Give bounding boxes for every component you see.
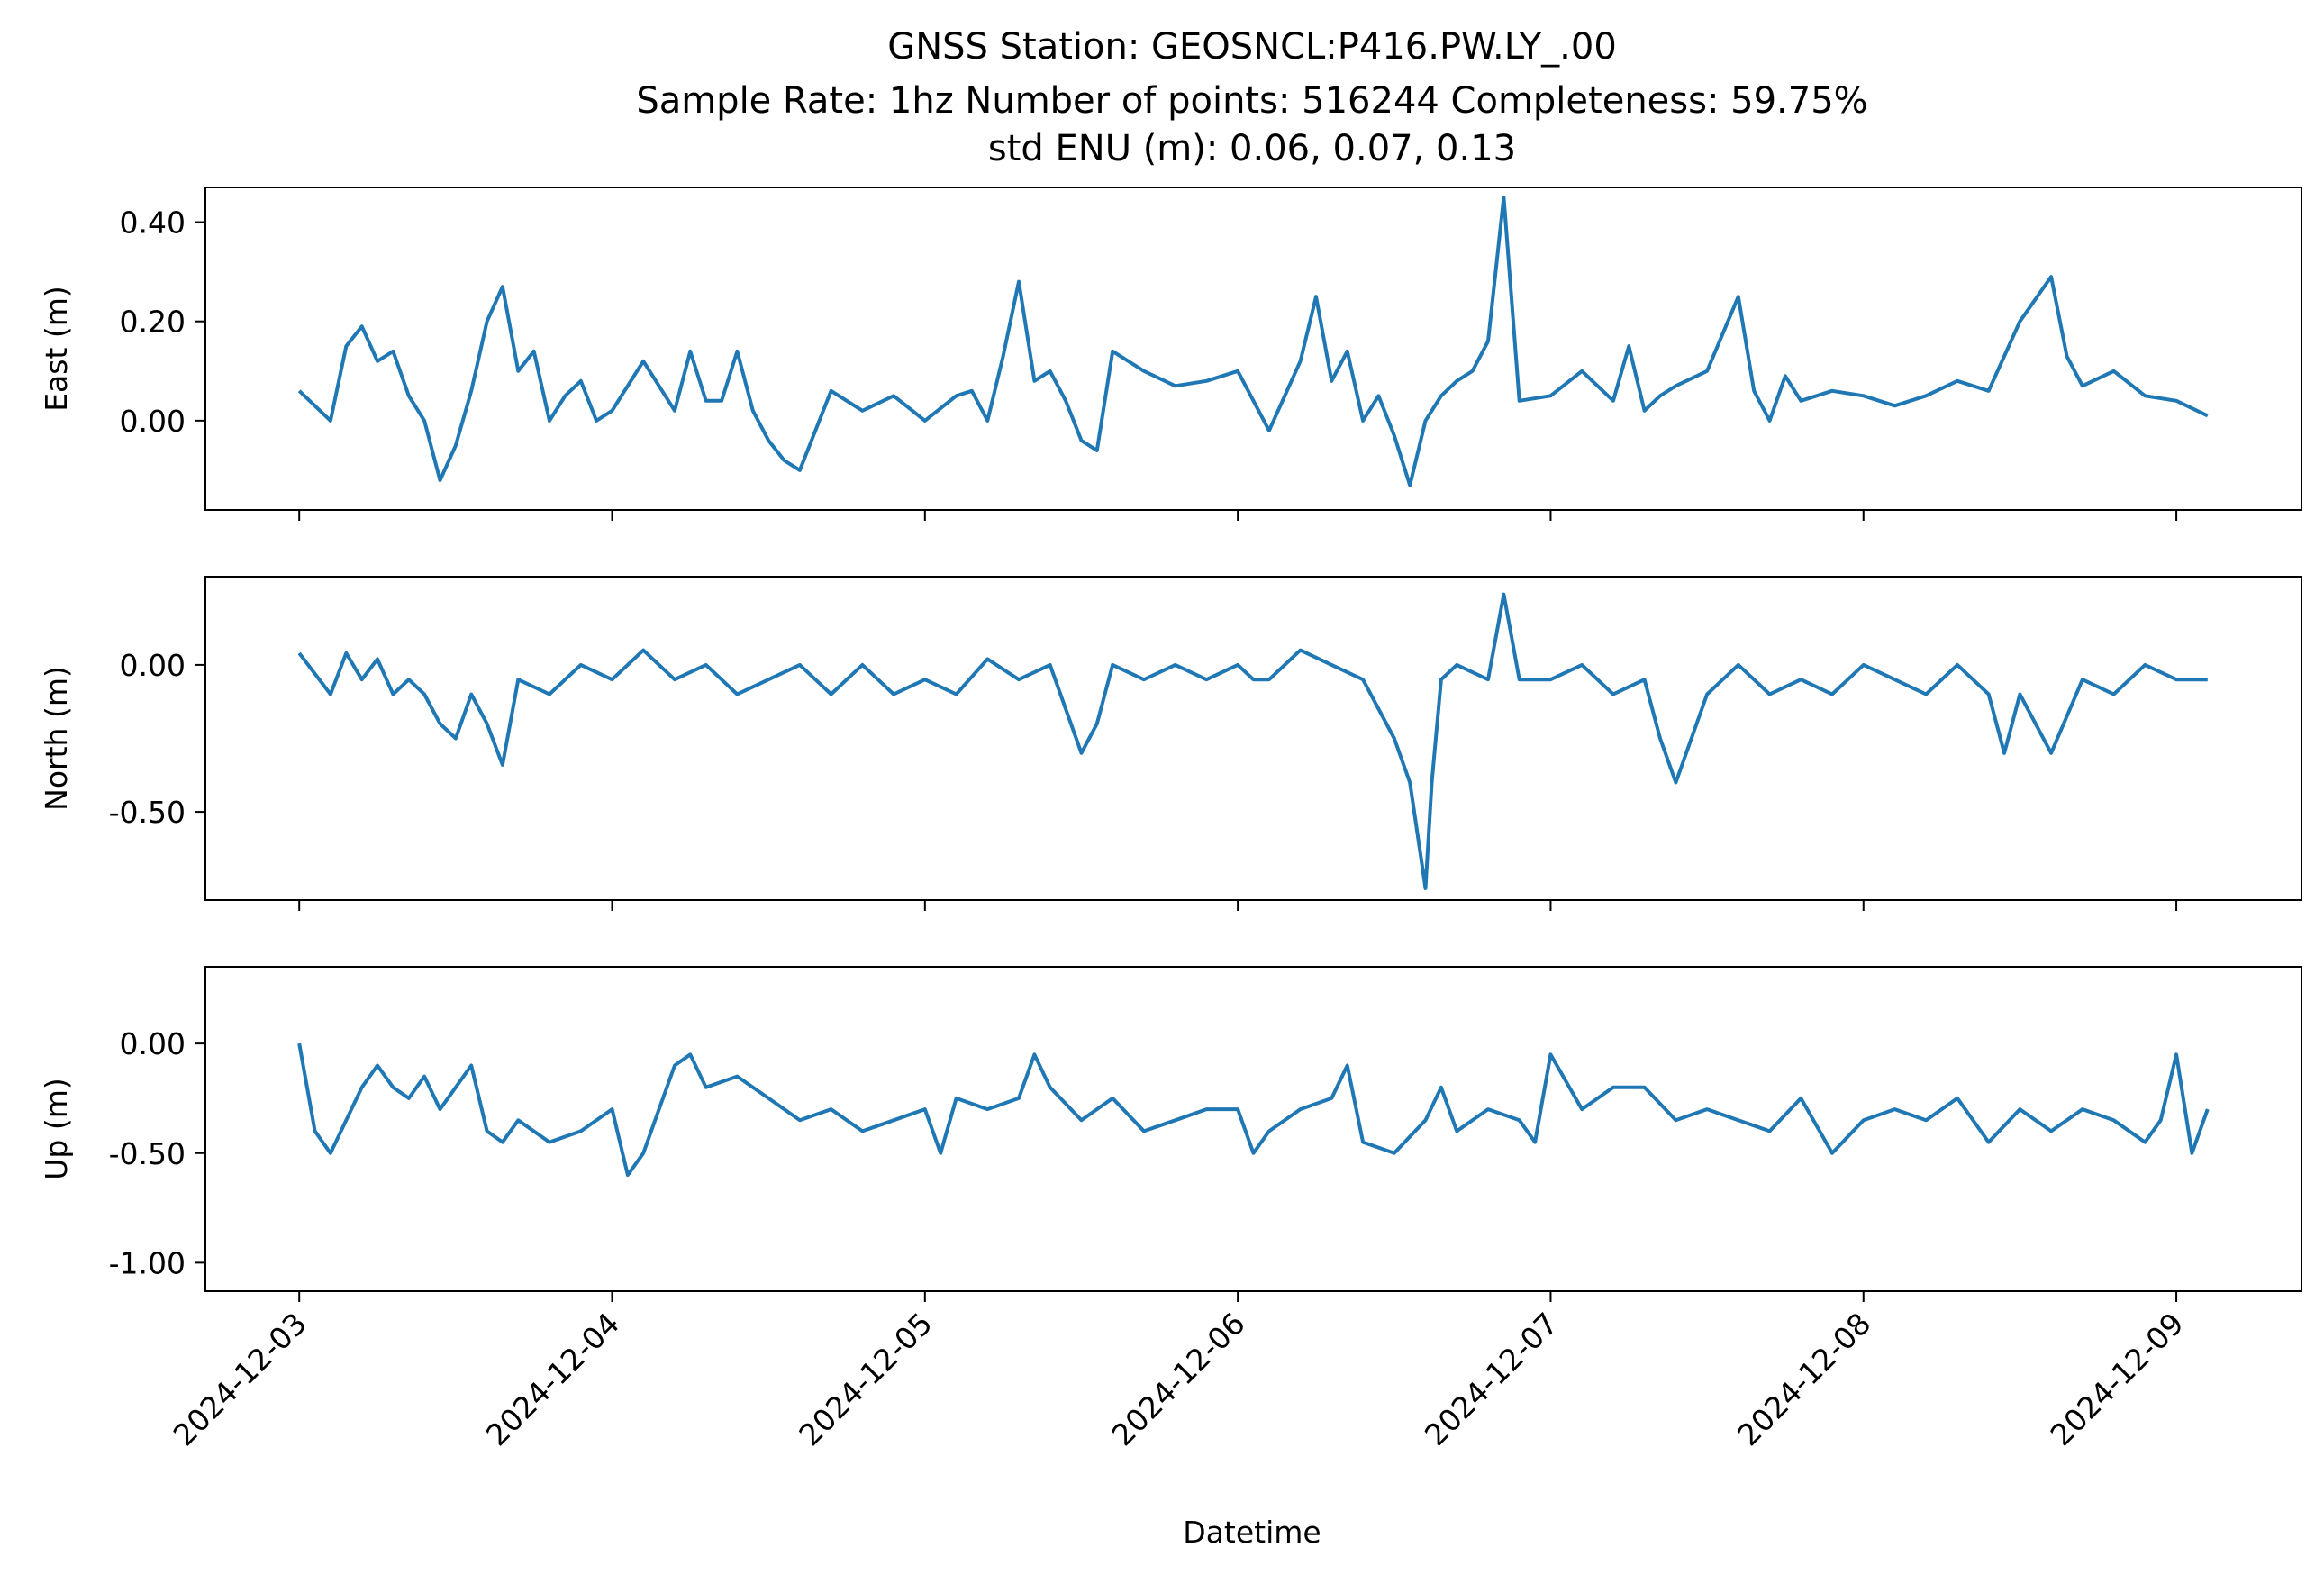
y-tick-label: 0.00 xyxy=(120,648,186,683)
y-tick-label: 0.00 xyxy=(120,404,186,439)
x-axis-label: Datetime xyxy=(1183,1515,1321,1550)
y-tick-label: -0.50 xyxy=(109,1136,186,1171)
plot-frame-3 xyxy=(204,966,2302,1292)
plot-frame-2 xyxy=(204,576,2302,901)
y-tick-label: -1.00 xyxy=(109,1245,186,1280)
series-line-1 xyxy=(297,196,2209,487)
series-line-3 xyxy=(297,1042,2210,1178)
y-axis-label: East (m) xyxy=(39,286,74,412)
y-axis-label: North (m) xyxy=(39,666,74,811)
y-axis-label: Up (m) xyxy=(39,1078,74,1180)
title-line-2: Sample Rate: 1hz Number of points: 51624… xyxy=(636,80,1867,122)
title-line-3: std ENU (m): 0.06, 0.07, 0.13 xyxy=(988,128,1516,169)
y-tick-label: 0.20 xyxy=(120,305,186,340)
series-line-2 xyxy=(297,592,2208,890)
y-tick-label: -0.50 xyxy=(109,795,186,830)
y-tick-label: 0.40 xyxy=(120,205,186,241)
y-tick-label: 0.00 xyxy=(120,1026,186,1061)
subplot-1: 0.00 0.20 0.40 East (m) xyxy=(39,187,2302,521)
subplot-2: 0.00 -0.50 North (m) xyxy=(39,576,2302,911)
subplot-3: 0.00 -0.50 -1.00 Up (m) xyxy=(39,966,2302,1302)
plot-frame-1 xyxy=(204,187,2302,511)
title-line-1: GNSS Station: GEOSNCL:P416.PW.LY_.00 xyxy=(887,26,1617,68)
